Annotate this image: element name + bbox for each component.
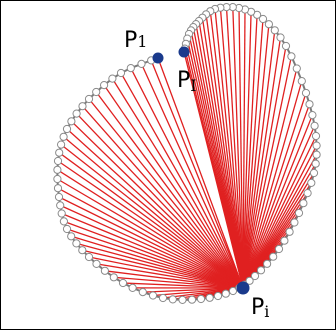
- vertex-marker: [298, 78, 305, 85]
- vertex-marker: [271, 27, 278, 34]
- vertex-marker: [149, 292, 156, 299]
- vertex-marker: [68, 118, 75, 125]
- vertex-marker: [110, 274, 117, 281]
- vertex-marker: [58, 141, 65, 148]
- vertex-marker: [93, 260, 100, 267]
- vertex-marker: [265, 21, 272, 28]
- vertex-marker: [127, 65, 134, 72]
- vertex-marker: [57, 202, 64, 209]
- vertex-marker: [313, 142, 320, 149]
- vertex-marker: [304, 190, 311, 197]
- vertex-marker: [293, 65, 300, 72]
- vertex-marker: [54, 166, 61, 173]
- vertex-marker: [286, 228, 293, 235]
- vertex-marker: [313, 151, 320, 158]
- vertex-marker: [63, 125, 70, 132]
- vertex-marker: [139, 289, 146, 296]
- label-pI: PI: [177, 68, 197, 95]
- vertex-marker: [85, 95, 92, 102]
- vertex-marker: [197, 295, 204, 302]
- vertex-marker: [101, 82, 108, 89]
- vertex-marker: [277, 34, 284, 41]
- vertex-marker: [312, 132, 319, 139]
- vertex-marker: [310, 169, 317, 176]
- vertex-marker: [56, 149, 63, 156]
- vertex-marker: [119, 279, 126, 286]
- point-pI-marker: [179, 47, 190, 58]
- vertex-marker: [101, 267, 108, 274]
- vertex-marker: [306, 101, 313, 108]
- point-p1-marker: [153, 53, 164, 64]
- vertex-marker: [63, 225, 70, 232]
- vertex-marker: [222, 290, 229, 297]
- vertex-marker: [251, 272, 258, 279]
- vertex-marker: [302, 89, 309, 96]
- vertex-marker: [288, 53, 295, 60]
- vertex-marker: [54, 185, 61, 192]
- vertex-marker: [214, 292, 221, 299]
- vertex-marker: [169, 296, 176, 303]
- label-pi: Pi: [251, 295, 269, 321]
- vertex-marker: [282, 42, 289, 49]
- vertex-marker: [300, 200, 307, 207]
- vertex-marker: [312, 160, 319, 167]
- vertex-marker: [311, 122, 318, 129]
- vertex-marker: [73, 240, 80, 247]
- vertex-marker: [73, 110, 80, 117]
- vertex-marker: [275, 245, 282, 252]
- vertex-marker: [309, 112, 316, 119]
- vertex-marker: [58, 210, 65, 217]
- vertex-marker: [85, 253, 92, 260]
- vertex-marker: [281, 237, 288, 244]
- point-pi-marker: [237, 282, 250, 295]
- vertex-marker: [54, 157, 61, 164]
- vertex-marker: [129, 284, 136, 291]
- vertex-marker: [55, 193, 62, 200]
- vertex-marker: [79, 103, 86, 110]
- vertex-marker: [257, 267, 264, 274]
- vertex-marker: [60, 218, 67, 225]
- vertex-marker: [79, 247, 86, 254]
- vertex-marker: [138, 60, 145, 67]
- vertex-marker: [179, 296, 186, 303]
- vertex-marker: [109, 75, 116, 82]
- vertex-marker: [291, 219, 298, 226]
- vertex-marker: [295, 209, 302, 216]
- vertex-marker: [308, 179, 315, 186]
- label-p1: P1: [124, 28, 147, 53]
- vertex-marker: [54, 175, 61, 182]
- vertex-marker: [188, 296, 195, 303]
- vertex-marker: [60, 133, 67, 140]
- vertex-marker: [270, 253, 277, 260]
- vertex-marker: [159, 294, 166, 301]
- vertex-marker: [264, 260, 271, 267]
- vertex-marker: [93, 88, 100, 95]
- vertex-marker: [206, 294, 213, 301]
- vertex-marker: [68, 233, 75, 240]
- vertex-marker: [117, 69, 124, 76]
